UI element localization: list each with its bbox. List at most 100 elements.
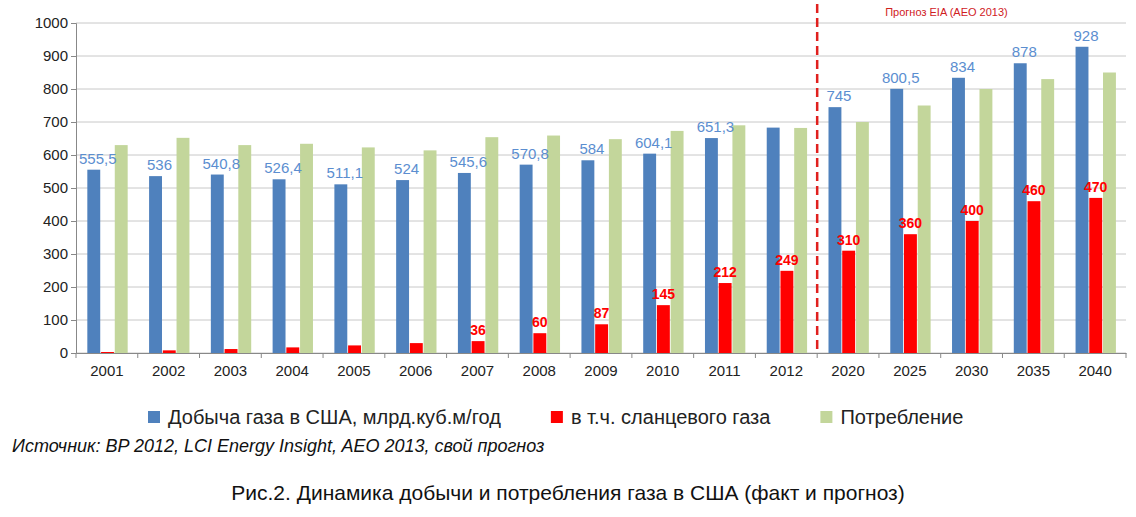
bar xyxy=(780,271,793,353)
x-separator xyxy=(940,353,941,358)
x-tick: 2001 xyxy=(90,353,123,379)
data-label: 60 xyxy=(532,314,548,330)
data-label: 524 xyxy=(394,160,419,177)
bar xyxy=(979,89,992,353)
x-tick-label: 2011 xyxy=(708,362,740,379)
y-tick-label: 600 xyxy=(43,146,68,163)
bar xyxy=(581,160,594,353)
x-separator xyxy=(384,353,385,358)
data-label: 651,3 xyxy=(697,118,735,135)
x-tick-label: 2012 xyxy=(770,362,803,379)
grid-line xyxy=(76,56,1126,57)
data-label: 36 xyxy=(470,322,486,338)
x-tick: 2004 xyxy=(275,353,308,379)
legend: Добыча газа в США, млрд.куб.м/годв т.ч. … xyxy=(148,406,963,428)
data-label: 249 xyxy=(775,252,799,268)
bar xyxy=(520,165,533,353)
data-label: 470 xyxy=(1084,179,1108,195)
x-tick: 2012 xyxy=(770,353,803,379)
x-tick: 2010 xyxy=(646,353,679,379)
y-tick: 0 xyxy=(60,344,76,361)
series xyxy=(87,47,1088,353)
y-tick-label: 900 xyxy=(43,47,68,64)
bar xyxy=(424,150,437,353)
x-tick: 2007 xyxy=(461,353,494,379)
x-tick: 2030 xyxy=(955,353,988,379)
y-tick-label: 700 xyxy=(43,113,68,130)
bar xyxy=(643,154,656,353)
bar xyxy=(767,128,780,353)
bar xyxy=(1103,73,1116,354)
data-label: 555,5 xyxy=(79,150,117,167)
x-separator xyxy=(755,353,756,358)
data-label: 584 xyxy=(579,140,604,157)
x-tick-label: 2030 xyxy=(955,362,988,379)
x-tick: 2009 xyxy=(584,353,617,379)
bar xyxy=(177,138,190,353)
x-tick: 2011 xyxy=(708,353,740,379)
y-tick: 400 xyxy=(43,212,76,229)
y-tick-mark xyxy=(71,221,76,222)
y-tick: 700 xyxy=(43,113,76,130)
x-separator xyxy=(137,353,138,358)
data-label: 87 xyxy=(594,305,610,321)
legend-label: Потребление xyxy=(840,406,963,428)
bar xyxy=(671,131,684,353)
x-tick: 2003 xyxy=(214,353,247,379)
bar xyxy=(719,283,732,353)
x-separator xyxy=(76,353,77,358)
data-label: 928 xyxy=(1073,27,1098,44)
bar xyxy=(348,345,361,353)
data-label: 460 xyxy=(1022,182,1046,198)
x-separators xyxy=(76,353,1126,358)
legend-swatch xyxy=(148,411,160,423)
bar xyxy=(485,137,498,353)
y-tick: 200 xyxy=(43,278,76,295)
bar xyxy=(273,179,286,353)
bar xyxy=(657,305,670,353)
data-label: 145 xyxy=(652,286,676,302)
bars xyxy=(87,47,1116,353)
bar xyxy=(794,128,807,353)
y-tick-label: 800 xyxy=(43,80,68,97)
bar xyxy=(966,221,979,353)
bar xyxy=(115,145,128,353)
y-tick-label: 400 xyxy=(43,212,68,229)
x-tick: 2035 xyxy=(1017,353,1050,379)
y-tick-mark xyxy=(71,155,76,156)
data-label: 526,4 xyxy=(264,159,302,176)
y-tick-mark xyxy=(71,122,76,123)
y-tick-mark xyxy=(71,23,76,24)
series xyxy=(101,198,1102,353)
bar xyxy=(609,139,622,353)
x-tick: 2020 xyxy=(831,353,864,379)
bar xyxy=(904,234,917,353)
forecast-line xyxy=(816,4,819,353)
grid-line xyxy=(76,122,1126,123)
bar xyxy=(396,180,409,353)
y-tick: 100 xyxy=(43,311,76,328)
bar xyxy=(458,173,471,353)
bar xyxy=(225,349,238,353)
x-tick-label: 2008 xyxy=(523,362,556,379)
x-tick-label: 2010 xyxy=(646,362,679,379)
bar xyxy=(163,350,176,353)
data-label: 212 xyxy=(713,264,737,280)
grid-line xyxy=(76,89,1126,90)
x-separator xyxy=(817,353,818,358)
x-tick: 2005 xyxy=(337,353,370,379)
x-separator xyxy=(878,353,879,358)
y-tick-label: 500 xyxy=(43,179,68,196)
x-tick: 2040 xyxy=(1078,353,1111,379)
grid-line xyxy=(76,188,1126,189)
bar xyxy=(1041,79,1054,353)
y-tick-mark xyxy=(71,353,76,354)
data-labels: 555,5536540,8526,4511,1524545,6570,85846… xyxy=(79,27,1108,338)
y-tick: 600 xyxy=(43,146,76,163)
x-tick-label: 2003 xyxy=(214,362,247,379)
bar xyxy=(472,341,485,353)
y-axis-line xyxy=(71,24,77,354)
x-separator xyxy=(323,353,324,358)
bar xyxy=(87,170,100,353)
bar xyxy=(1076,47,1089,353)
